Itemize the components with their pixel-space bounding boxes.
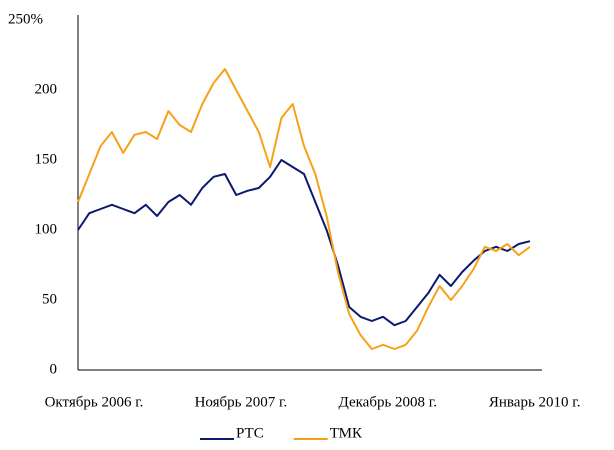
y-tick-label: 200 xyxy=(35,81,58,97)
y-tick-label: 100 xyxy=(35,221,58,237)
x-tick-label: Октябрь 2006 г. xyxy=(45,394,144,410)
y-tick-label: 150 xyxy=(35,151,58,167)
x-tick-label: Ноябрь 2007 г. xyxy=(195,394,288,410)
x-tick-label: Декабрь 2008 г. xyxy=(339,394,437,410)
y-tick-label: 0 xyxy=(50,361,58,377)
x-tick-label: Январь 2010 г. xyxy=(489,394,581,410)
series-line xyxy=(77,159,531,327)
legend-label: ТМК xyxy=(330,425,363,441)
series-line xyxy=(77,68,531,350)
y-tick-label: 50 xyxy=(42,291,57,307)
y-tick-label: 250% xyxy=(8,11,43,27)
legend-label: РТС xyxy=(236,425,264,441)
